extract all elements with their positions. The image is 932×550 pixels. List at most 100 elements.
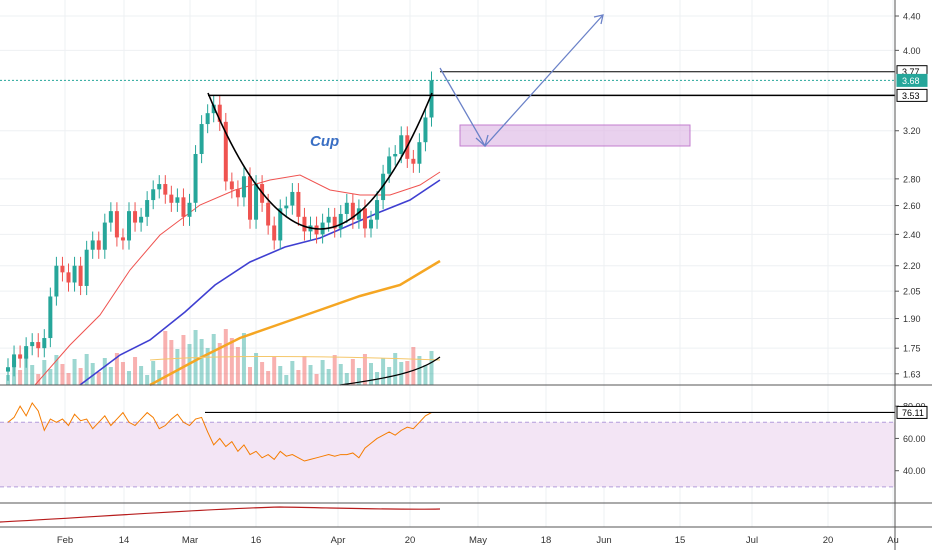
volume-bar — [375, 372, 380, 385]
candles — [6, 71, 434, 381]
grid — [0, 0, 895, 527]
candle — [314, 225, 319, 235]
volume-bar — [344, 373, 349, 385]
candle — [42, 338, 47, 349]
price-tick-label: 3.20 — [903, 126, 921, 136]
volume-bar — [211, 334, 216, 385]
candle — [181, 197, 186, 217]
volume-bar — [102, 358, 107, 385]
time-tick-label: Jul — [746, 535, 758, 546]
candle — [187, 202, 192, 217]
volume-bar — [84, 354, 89, 385]
volume-bar — [151, 361, 156, 385]
candle — [96, 240, 101, 250]
volume-bar — [429, 351, 434, 385]
candle — [30, 342, 35, 347]
volume-bar — [181, 335, 186, 385]
candle — [157, 184, 162, 190]
candle — [145, 200, 150, 217]
volume-bar — [145, 375, 150, 385]
volume-bar — [332, 355, 337, 385]
time-tick-label: 18 — [541, 535, 552, 546]
candle — [48, 296, 53, 339]
volume-bar — [278, 366, 283, 385]
price-marker-box — [896, 73, 928, 87]
volume-bar — [356, 368, 361, 385]
volume-bar — [54, 355, 59, 385]
price-tick-label: 4.00 — [903, 46, 921, 56]
volume-bar — [72, 359, 77, 385]
candle — [229, 181, 234, 190]
candle — [290, 191, 295, 206]
candle — [72, 265, 77, 283]
volume-bar — [241, 333, 246, 385]
projection-arrow-head-2 — [593, 14, 604, 25]
candle — [241, 176, 246, 198]
price-tick-label: 1.90 — [903, 314, 921, 324]
volume-bar — [42, 360, 47, 385]
volume-bar — [90, 363, 95, 385]
time-tick-label: Feb — [57, 535, 73, 546]
candle — [120, 237, 125, 241]
candle — [90, 240, 95, 250]
candle — [211, 104, 216, 114]
volume-bar — [423, 365, 428, 385]
volume-bar — [205, 348, 210, 385]
time-tick-label: 20 — [823, 535, 834, 546]
volume-bar — [169, 340, 174, 385]
volume-bar — [18, 370, 23, 385]
volume-bar — [235, 347, 240, 385]
volume-bar — [217, 343, 222, 385]
volume-bar — [302, 356, 307, 385]
candle — [362, 208, 367, 229]
candle — [272, 225, 277, 241]
candle — [199, 124, 204, 154]
candle — [84, 249, 89, 286]
volume-bar — [260, 362, 265, 385]
candle — [235, 189, 240, 198]
candle — [417, 142, 422, 164]
candle — [18, 354, 23, 359]
volume-trend-line — [339, 356, 441, 386]
candle — [248, 176, 252, 220]
volume-bar — [350, 359, 355, 385]
candle — [217, 104, 222, 122]
candle — [223, 121, 228, 182]
volume-ma-line — [149, 356, 441, 361]
price-marker-label: 3.68 — [902, 76, 920, 86]
price-marker-label: 3.77 — [902, 67, 920, 77]
candle — [205, 113, 210, 125]
candle — [350, 202, 355, 220]
candle — [133, 211, 138, 223]
candle — [375, 200, 380, 220]
time-tick-label: Au — [887, 535, 899, 546]
rsi-pane — [0, 401, 895, 488]
candle — [369, 219, 373, 229]
candle — [66, 272, 71, 283]
volume-bar — [266, 371, 271, 385]
time-tick-label: May — [469, 535, 487, 546]
candle — [78, 265, 83, 286]
ma-slow-line — [149, 259, 441, 387]
candle — [163, 184, 168, 195]
price-tick-label: 1.63 — [903, 369, 921, 379]
volume-bar — [78, 368, 83, 385]
candle — [139, 216, 144, 223]
volume-bar — [248, 367, 252, 385]
candle — [387, 156, 392, 174]
volume-bar — [127, 371, 131, 385]
candle — [127, 211, 131, 241]
candle — [169, 194, 174, 203]
volume-bar — [411, 347, 416, 385]
candle — [54, 265, 59, 297]
volume-bar — [272, 357, 277, 385]
price-marker-label: 3.53 — [902, 91, 920, 101]
price-tick-label: 2.40 — [903, 230, 921, 240]
target-zone — [459, 124, 691, 147]
candle — [266, 202, 271, 226]
volume-bar — [284, 375, 289, 385]
volume-bar — [362, 354, 367, 385]
candle — [108, 211, 113, 223]
time-tick-label: 15 — [675, 535, 686, 546]
